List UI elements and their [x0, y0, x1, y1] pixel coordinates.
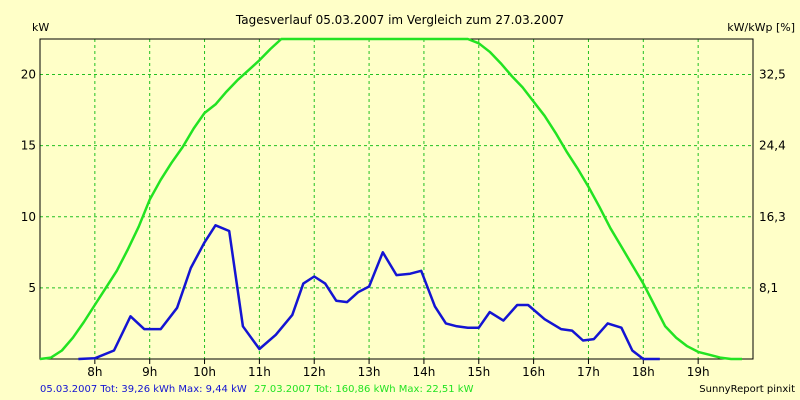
x-axis: 8h 9h 10h 11h 12h 13h 14h 15h 16h 17h 18h 19h — [87, 359, 710, 379]
x-tick-label: 8h — [87, 365, 102, 379]
series-line-05-03-2007 — [78, 224, 660, 361]
left-axis-unit: kW — [32, 21, 49, 34]
x-tick-label: 14h — [412, 365, 435, 379]
brand-label: SunnyReport pinxit — [699, 384, 795, 395]
footer-stats: 05.03.2007 Tot: 39,26 kWh Max: 9,44 kW 2… — [40, 384, 474, 395]
x-tick-label: 9h — [142, 365, 157, 379]
x-tick-label: 16h — [522, 365, 545, 379]
y-right-tick-label: 32,5 — [759, 68, 786, 82]
x-tick-label: 19h — [687, 365, 710, 379]
y-right-tick-label: 8,1 — [759, 281, 778, 295]
chart-title: Tagesverlauf 05.03.2007 im Vergleich zum… — [235, 13, 564, 27]
footer-series2-stats: 27.03.2007 Tot: 160,86 kWh Max: 22,51 kW — [254, 384, 474, 395]
right-axis: 8,1 16,3 24,4 32,5 — [759, 68, 786, 295]
y-right-tick-label: 24,4 — [759, 139, 786, 153]
y-right-tick-label: 16,3 — [759, 210, 786, 224]
y-left-tick-label: 10 — [21, 210, 36, 224]
series-group — [39, 37, 742, 361]
x-tick-label: 13h — [358, 365, 381, 379]
x-tick-label: 15h — [467, 365, 490, 379]
x-tick-label: 12h — [303, 365, 326, 379]
y-left-tick-label: 5 — [28, 281, 36, 295]
right-axis-unit: kW/kWp [%] — [727, 21, 795, 34]
series-line-27-03-2007 — [39, 37, 742, 361]
left-axis: 5 10 15 20 — [21, 68, 36, 295]
grid — [40, 39, 753, 359]
y-left-tick-label: 20 — [21, 68, 36, 82]
footer-series1-stats: 05.03.2007 Tot: 39,26 kWh Max: 9,44 kW — [40, 384, 247, 395]
x-tick-label: 17h — [577, 365, 600, 379]
x-tick-label: 18h — [632, 365, 655, 379]
y-left-tick-label: 15 — [21, 139, 36, 153]
plot-frame — [39, 38, 754, 360]
x-tick-label: 10h — [193, 365, 216, 379]
x-tick-label: 11h — [248, 365, 271, 379]
